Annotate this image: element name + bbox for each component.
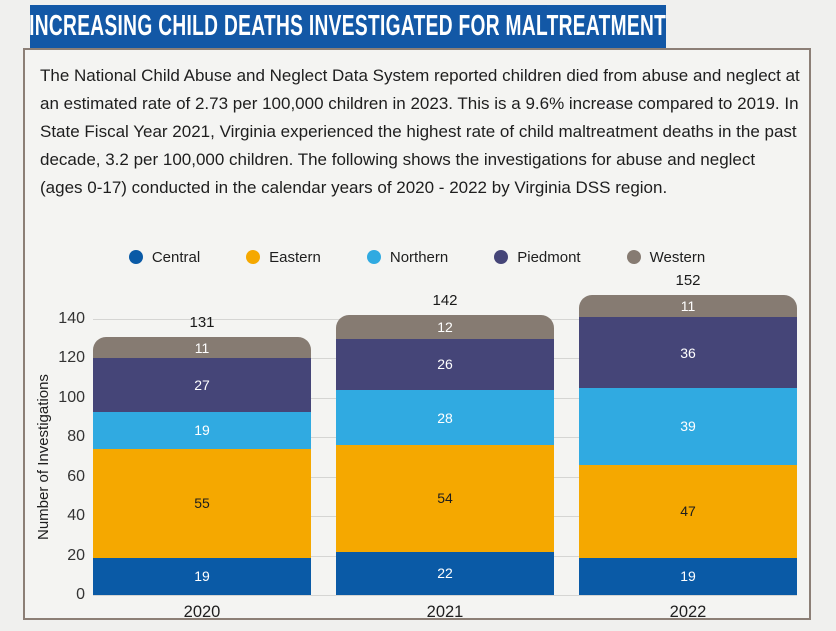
bar-segment-eastern: 47 [579, 464, 797, 558]
y-tick-label: 100 [58, 388, 85, 406]
bar-segment-northern: 28 [336, 389, 554, 446]
bar-segment-piedmont: 26 [336, 338, 554, 390]
bar-segment-western: 11 [93, 336, 311, 359]
y-tick-label: 60 [67, 467, 85, 485]
legend-item: Piedmont [494, 248, 581, 266]
bar-segment-value: 26 [437, 356, 453, 373]
bar-segment-value: 22 [437, 565, 453, 582]
y-tick-label: 80 [67, 428, 85, 446]
bar-segment-piedmont: 27 [93, 358, 311, 412]
bar-segment-value: 11 [194, 339, 210, 356]
bar-segment-value: 47 [680, 503, 696, 520]
bar-segment-value: 27 [194, 377, 210, 394]
content-card: The National Child Abuse and Neglect Dat… [23, 48, 811, 621]
bar-segment-western: 11 [579, 295, 797, 318]
legend-swatch-central [128, 250, 143, 264]
legend-swatch-western [626, 250, 641, 264]
bar-segment-value: 39 [680, 418, 696, 435]
y-tick-label: 40 [67, 507, 85, 525]
bar-segment-piedmont: 36 [579, 317, 797, 388]
legend-label: Central [151, 248, 201, 266]
bar-segment-value: 19 [194, 568, 210, 585]
bar-segment-value: 19 [194, 422, 210, 439]
y-tick-label: 140 [58, 310, 85, 327]
page-title: INCREASING CHILD DEATHS INVESTIGATED FOR… [29, 10, 667, 42]
bar-segment-central: 22 [336, 551, 554, 595]
bar-total-label: 152 [675, 272, 701, 290]
x-axis-label: 2021 [426, 603, 464, 621]
description-text: The National Child Abuse and Neglect Dat… [40, 66, 800, 197]
legend-swatch-eastern [246, 250, 261, 264]
legend-label: Piedmont [517, 248, 581, 266]
legend-item: Eastern [246, 249, 321, 266]
bar-segment-value: 55 [194, 495, 210, 512]
bar-segment-northern: 39 [579, 388, 797, 465]
legend-item: Central [128, 248, 201, 266]
legend-swatch-piedmont [494, 250, 509, 264]
bar-segment-western: 12 [336, 315, 554, 339]
y-tick-label: 20 [67, 546, 85, 564]
bar-segment-northern: 19 [93, 411, 311, 450]
y-tick-label: 0 [76, 586, 85, 603]
legend-item: Northern [366, 248, 449, 266]
bar-segment-value: 11 [680, 298, 696, 315]
bar-segment-eastern: 54 [336, 445, 554, 552]
legend-item: Western [626, 248, 706, 266]
legend-label: Northern [389, 248, 449, 266]
stacked-bar-chart: Number of Investigations 0 20 40 60 80 100 120… [35, 272, 797, 621]
bar-total-label: 142 [432, 292, 458, 310]
bar-total-label: 131 [189, 313, 215, 331]
bar-segment-central: 19 [93, 557, 311, 595]
legend-label: Eastern [269, 248, 321, 266]
legend-label: Western [649, 248, 706, 266]
bar-segment-value: 19 [680, 568, 696, 585]
title-banner: INCREASING CHILD DEATHS INVESTIGATED FOR… [29, 5, 667, 48]
plot-area: 0 20 40 60 80 100 120 140 19 55 19 27 11 131 2020 22 54 2… [58, 272, 797, 621]
bar-segment-value: 12 [437, 318, 453, 335]
legend: Central Eastern Northern Piedmont Western [25, 244, 809, 270]
bar-segment-value: 54 [437, 490, 453, 507]
legend-swatch-northern [366, 250, 381, 264]
x-axis-label: 2022 [669, 603, 707, 621]
y-tick-label: 120 [58, 349, 85, 367]
bar-segment-value: 36 [680, 344, 696, 361]
bar-segment-value: 28 [437, 409, 453, 426]
gridline [93, 595, 797, 596]
bar-segment-central: 19 [579, 557, 797, 595]
bar-segment-eastern: 55 [93, 449, 311, 558]
x-axis-label: 2020 [183, 603, 221, 621]
